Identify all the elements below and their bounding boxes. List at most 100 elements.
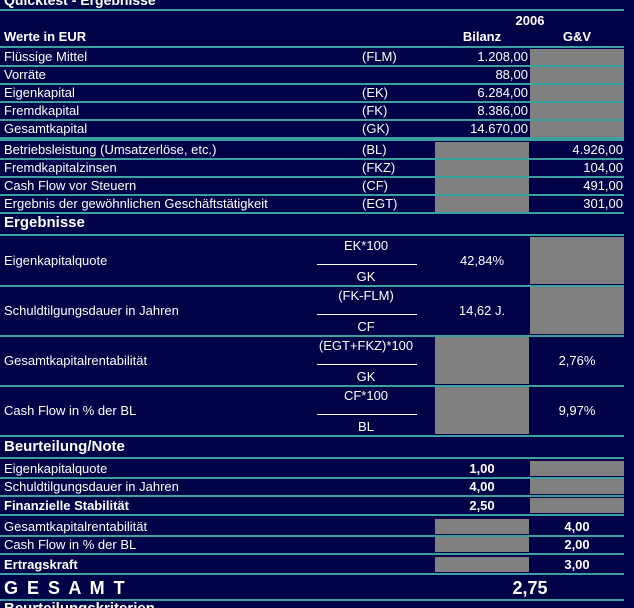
empty-cell	[435, 142, 529, 158]
row-divider	[0, 553, 624, 555]
formula-numerator: CF*100	[343, 388, 389, 403]
row-divider	[0, 119, 624, 121]
bilanz-value: 1.208,00	[477, 49, 528, 64]
section-title: Ergebnisse	[4, 214, 85, 231]
rating-label: Finanzielle Stabilität	[4, 498, 129, 513]
row-divider	[0, 335, 624, 337]
bilanz-value: 14.670,00	[470, 121, 528, 136]
bilanz-value: 88,00	[495, 67, 528, 82]
bilanz-value: 8.386,00	[477, 103, 528, 118]
input-label: Vorräte	[4, 67, 46, 82]
guv-header: G&V	[562, 29, 592, 44]
empty-cell	[435, 387, 529, 434]
bilanz-grade: 2,50	[469, 498, 495, 513]
guv-grade: 2,00	[564, 537, 590, 552]
empty-cell	[435, 178, 529, 194]
row-divider	[0, 139, 624, 141]
empty-cell	[530, 103, 624, 119]
row-divider	[0, 158, 624, 160]
guv-value: 9,97%	[558, 403, 596, 418]
empty-cell	[530, 287, 624, 334]
input-label: Flüssige Mittel	[4, 49, 88, 64]
input-abbr: (GK)	[362, 121, 390, 136]
bilanz-grade: 1,00	[469, 461, 495, 476]
empty-cell	[435, 519, 529, 534]
input-label: Gesamtkapital	[4, 121, 88, 136]
input-abbr: (FLM)	[362, 49, 397, 64]
year-header: 2006	[515, 13, 545, 28]
formula-denominator: GK	[356, 369, 376, 384]
row-divider	[0, 599, 624, 601]
row-divider	[0, 535, 624, 537]
empty-cell	[435, 196, 529, 212]
section-title: Beurteilung/Note	[4, 438, 125, 455]
formula-numerator: (EGT+FKZ)*100	[318, 338, 414, 353]
empty-cell	[530, 85, 624, 101]
footer-label: Beurteilungskriterien	[4, 600, 155, 608]
empty-cell	[530, 461, 624, 476]
empty-cell	[530, 121, 624, 137]
empty-cell	[435, 537, 529, 552]
row-divider	[0, 176, 624, 178]
total-label: G E S A M T	[4, 577, 127, 598]
formula-denominator: CF	[357, 319, 375, 334]
input-label: Fremdkapital	[4, 103, 80, 118]
empty-cell	[435, 557, 529, 572]
row-divider	[0, 212, 624, 214]
row-divider	[0, 573, 624, 575]
row-divider	[0, 385, 624, 387]
formula-numerator: (FK-FLM)	[338, 288, 394, 303]
ratio-label: Schuldtilgungsdauer in Jahren	[4, 303, 179, 318]
input-abbr: (EGT)	[362, 196, 398, 211]
rating-label: Ertragskraft	[4, 557, 78, 572]
bilanz-grade: 4,00	[469, 479, 495, 494]
bilanz-value: 42,84%	[459, 253, 505, 268]
fraction-bar	[317, 364, 417, 365]
rating-label: Cash Flow in % der BL	[4, 537, 137, 552]
guv-value: 104,00	[583, 160, 623, 175]
rating-label: Gesamtkapitalrentabilität	[4, 519, 148, 534]
bilanz-value: 14,62 J.	[458, 303, 506, 318]
row-divider	[0, 46, 624, 48]
empty-cell	[435, 337, 529, 384]
formula-denominator: BL	[358, 419, 374, 434]
row-divider	[0, 477, 624, 479]
input-label: Ergebnis der gewöhnlichen Geschäftstätig…	[4, 196, 268, 211]
input-abbr: (CF)	[362, 178, 388, 193]
input-abbr: (FKZ)	[362, 160, 396, 175]
row-divider	[0, 101, 624, 103]
row-divider	[0, 9, 624, 11]
empty-cell	[530, 237, 624, 284]
guv-value: 2,76%	[558, 353, 596, 368]
unit-label: Werte in EUR	[4, 29, 87, 44]
formula-numerator: EK*100	[343, 238, 389, 253]
input-abbr: (BL)	[362, 142, 387, 157]
row-divider	[0, 495, 624, 497]
guv-grade: 4,00	[564, 519, 590, 534]
row-divider	[0, 83, 624, 85]
row-divider	[0, 514, 624, 516]
row-divider	[0, 435, 624, 437]
row-divider	[0, 234, 624, 236]
guv-value: 301,00	[583, 196, 623, 211]
empty-cell	[530, 67, 624, 83]
rating-label: Schuldtilgungsdauer in Jahren	[4, 479, 179, 494]
guv-value: 4.926,00	[572, 142, 623, 157]
empty-cell	[530, 49, 624, 65]
input-abbr: (EK)	[362, 85, 388, 100]
row-divider	[0, 285, 624, 287]
ratio-label: Cash Flow in % der BL	[4, 403, 137, 418]
total-value: 2,75	[512, 577, 548, 598]
input-abbr: (FK)	[362, 103, 388, 118]
row-divider	[0, 194, 624, 196]
row-divider	[0, 65, 624, 67]
bilanz-header: Bilanz	[462, 29, 502, 44]
row-divider	[0, 137, 624, 139]
formula-denominator: GK	[356, 269, 376, 284]
input-label: Betriebsleistung (Umsatzerlöse, etc.)	[4, 142, 217, 157]
row-divider	[0, 457, 624, 459]
input-label: Fremdkapitalzinsen	[4, 160, 117, 175]
page-title: Quicktest - Ergebnisse	[4, 0, 156, 9]
ratio-label: Eigenkapitalquote	[4, 253, 108, 268]
